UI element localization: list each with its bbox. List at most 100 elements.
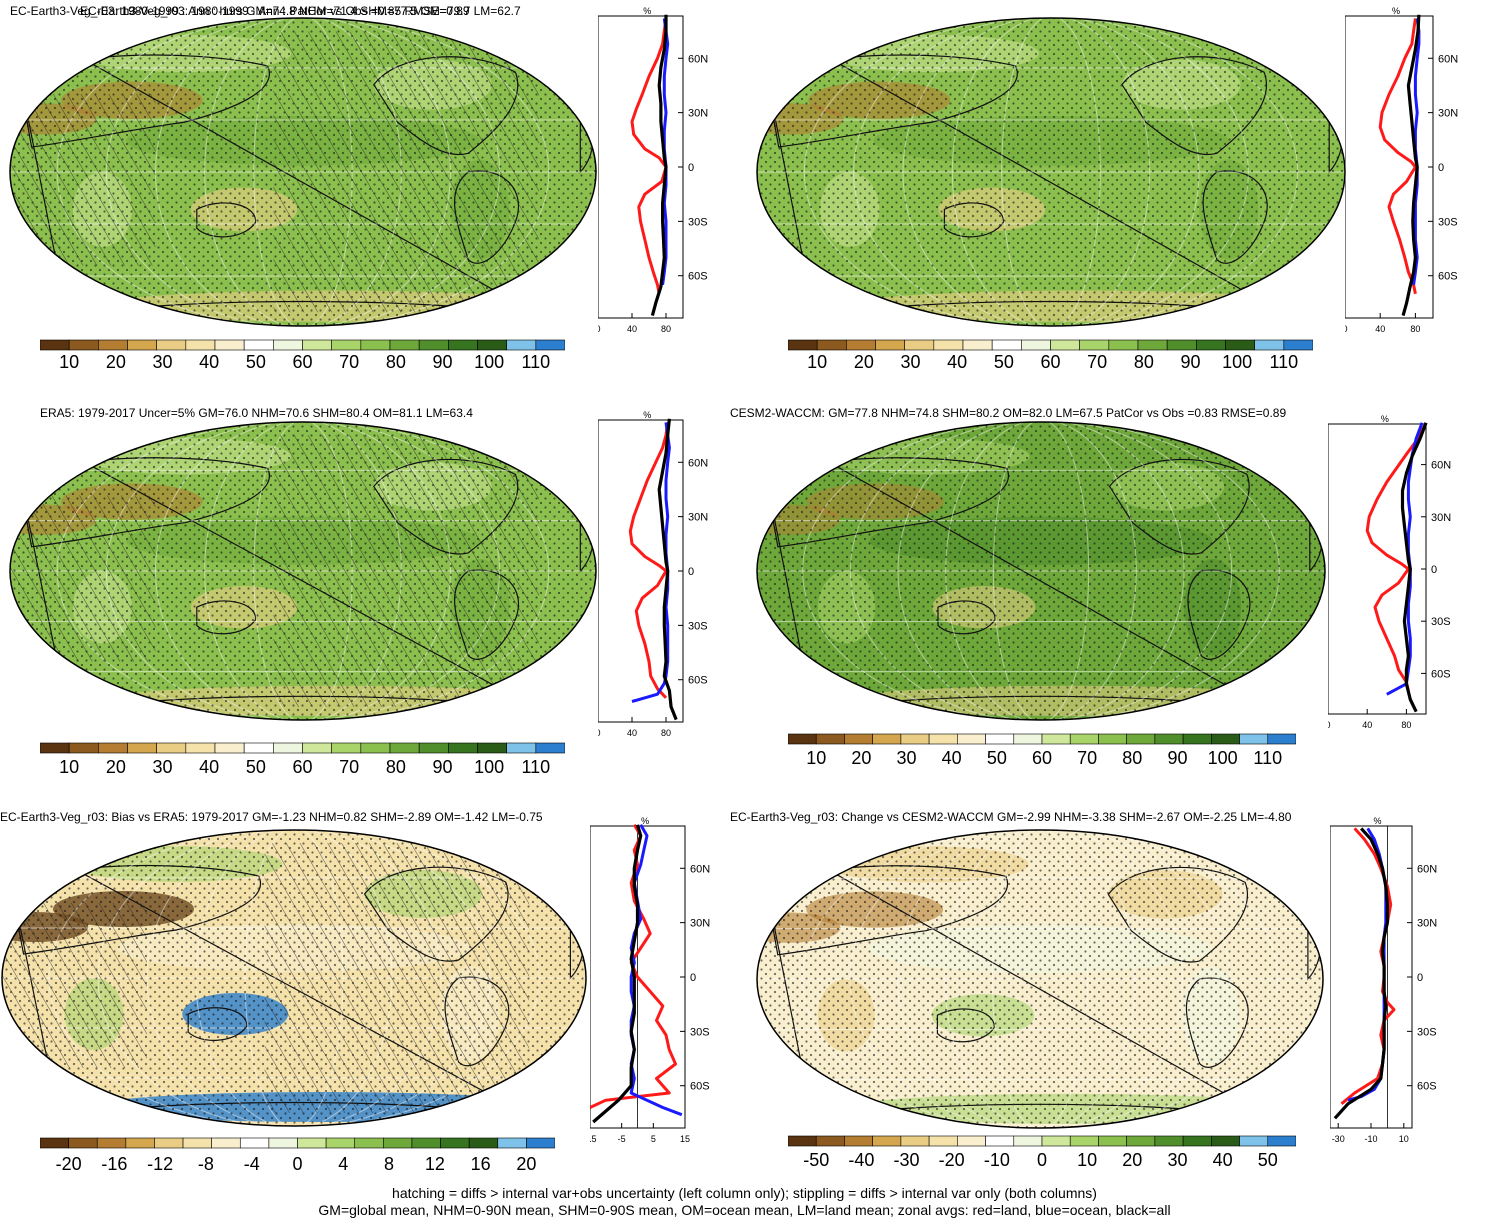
zonal-lat-tick-label: 30S: [1417, 1026, 1437, 1038]
colorbar-swatch: [846, 339, 876, 351]
colorbar-tick-label: 10: [1077, 1150, 1098, 1170]
colorbar-swatch: [535, 339, 565, 351]
colorbar-tick-label: 60: [292, 757, 313, 777]
colorbar-labels: 10 20 30 40 50 60 70 80 90 100 110: [788, 748, 1296, 770]
colorbar-swatch: [904, 339, 935, 351]
zonal-x-tick-label: 40: [1375, 324, 1385, 334]
panel-title: EC-Earth3-Veg_r03: 1980-1999 : Ann : hur…: [10, 4, 521, 18]
zonal-line-land: [630, 18, 668, 295]
colorbar-swatch: [383, 1137, 413, 1149]
colorbar-swatch: [1098, 1135, 1127, 1147]
colorbar-tick-label: 16: [470, 1154, 491, 1174]
colorbar-swatch: [1182, 733, 1212, 745]
colorbar: [788, 1135, 1296, 1147]
colorbar-swatch: [1013, 733, 1043, 745]
colorbar-swatch: [331, 742, 362, 754]
colorbar-tick-label: -16: [101, 1154, 128, 1174]
zonal-lat-tick-label: 30N: [1417, 918, 1437, 930]
colorbar-swatch: [788, 1135, 817, 1147]
caption-line-1: hatching = diffs > internal var+obs unce…: [392, 1185, 1097, 1201]
zonal-unit-label: %: [1374, 816, 1382, 826]
world-map: [756, 421, 1326, 721]
zonal-lat-tick-label: 60S: [688, 271, 708, 283]
colorbar-swatch: [1267, 1135, 1296, 1147]
zonal-x-tick-label: 0: [1345, 324, 1348, 334]
zonal-lat-tick-label: 30S: [688, 620, 708, 632]
colorbar: [40, 339, 565, 351]
colorbar-swatch: [1108, 339, 1139, 351]
colorbar-tick-label: 30: [896, 748, 917, 768]
zonal-x-tick-label: 40: [627, 728, 637, 738]
colorbar: [788, 733, 1296, 745]
colorbar-swatch: [185, 742, 216, 754]
colorbar-swatch: [477, 339, 507, 351]
colorbar-swatch: [1182, 1135, 1212, 1147]
zonal-lat-tick-label: 60S: [688, 675, 708, 687]
colorbar-swatch: [985, 733, 1015, 745]
colorbar: [40, 1137, 555, 1149]
zonal-lat-tick-label: 0: [688, 162, 694, 174]
figure-caption: hatching = diffs > internal var+obs unce…: [0, 1185, 1489, 1219]
colorbar-swatch: [1013, 1135, 1043, 1147]
colorbar-swatch: [268, 1137, 298, 1149]
zonal-lat-tick-label: 60S: [1431, 668, 1451, 680]
zonal-unit-label: %: [1392, 6, 1400, 16]
world-map: [756, 17, 1346, 327]
colorbar-tick-label: 40: [941, 748, 962, 768]
zonal-line-land: [1365, 422, 1428, 692]
colorbar-swatch: [875, 339, 905, 351]
colorbar-swatch: [1239, 733, 1269, 745]
colorbar-tick-label: 110: [521, 352, 551, 372]
colorbar-swatch: [98, 339, 128, 351]
colorbar-tick-label: 20: [105, 352, 126, 372]
colorbar-swatch: [872, 1135, 902, 1147]
zonal-lat-tick-label: 30S: [688, 216, 708, 228]
colorbar-swatch: [127, 339, 157, 351]
zonal-mean-plot: % 60N 30N 0 30S 60S -15 -5 5 15: [590, 816, 710, 1144]
colorbar-swatch: [127, 742, 157, 754]
colorbar-swatch: [962, 339, 993, 351]
colorbar-swatch: [243, 742, 274, 754]
colorbar-tick-label: 40: [199, 352, 220, 372]
zonal-line-all: [592, 824, 643, 1124]
colorbar-swatch: [928, 1135, 958, 1147]
colorbar-labels: 10 20 30 40 50 60 70 80 90 100 110: [40, 757, 565, 779]
colorbar-swatch: [957, 733, 986, 745]
colorbar-swatch: [214, 742, 245, 754]
colorbar-tick-label: -50: [803, 1150, 830, 1170]
colorbar-tick-label: 40: [947, 352, 968, 372]
zonal-lat-tick-label: 30N: [688, 512, 708, 524]
colorbar-swatch: [1079, 339, 1110, 351]
zonal-lat-tick-label: 60N: [690, 863, 710, 875]
panel-title: EC-Earth3-Veg_r03: Bias vs ERA5: 1979-20…: [0, 810, 543, 824]
colorbar-swatch: [1021, 339, 1051, 351]
colorbar-tick-label: 30: [152, 757, 173, 777]
colorbar-tick-label: -12: [147, 1154, 174, 1174]
zonal-line-land: [628, 422, 670, 699]
zonal-x-tick-label: 80: [661, 324, 671, 334]
zonal-unit-label: %: [1381, 414, 1389, 424]
colorbar-tick-label: 80: [1133, 352, 1154, 372]
colorbar-tick-label: 8: [384, 1154, 395, 1174]
zonal-line-land: [1340, 827, 1396, 1105]
colorbar-swatch: [354, 1137, 384, 1149]
colorbar-tick-label: 40: [1212, 1150, 1233, 1170]
zonal-lat-tick-label: 0: [1431, 564, 1437, 576]
zonal-x-tick-label: -30: [1332, 1134, 1345, 1144]
zonal-lat-tick-label: 30S: [1438, 216, 1458, 228]
colorbar-tick-label: 50: [245, 757, 266, 777]
zonal-lat-tick-label: 0: [690, 972, 696, 984]
colorbar-swatch: [68, 339, 99, 351]
world-map: [1, 829, 587, 1127]
zonal-line-ocean: [629, 824, 683, 1117]
colorbar-swatch: [1050, 339, 1080, 351]
zonal-unit-label: %: [643, 6, 651, 16]
colorbar-swatch: [154, 1137, 184, 1149]
zonal-x-tick-label: -15: [590, 1134, 597, 1144]
zonal-x-tick-label: -5: [618, 1134, 626, 1144]
colorbar-swatch: [448, 339, 478, 351]
zonal-unit-label: %: [643, 410, 651, 420]
world-map: [9, 421, 597, 721]
colorbar-tick-label: 70: [1077, 748, 1098, 768]
colorbar-swatch: [1137, 339, 1168, 351]
